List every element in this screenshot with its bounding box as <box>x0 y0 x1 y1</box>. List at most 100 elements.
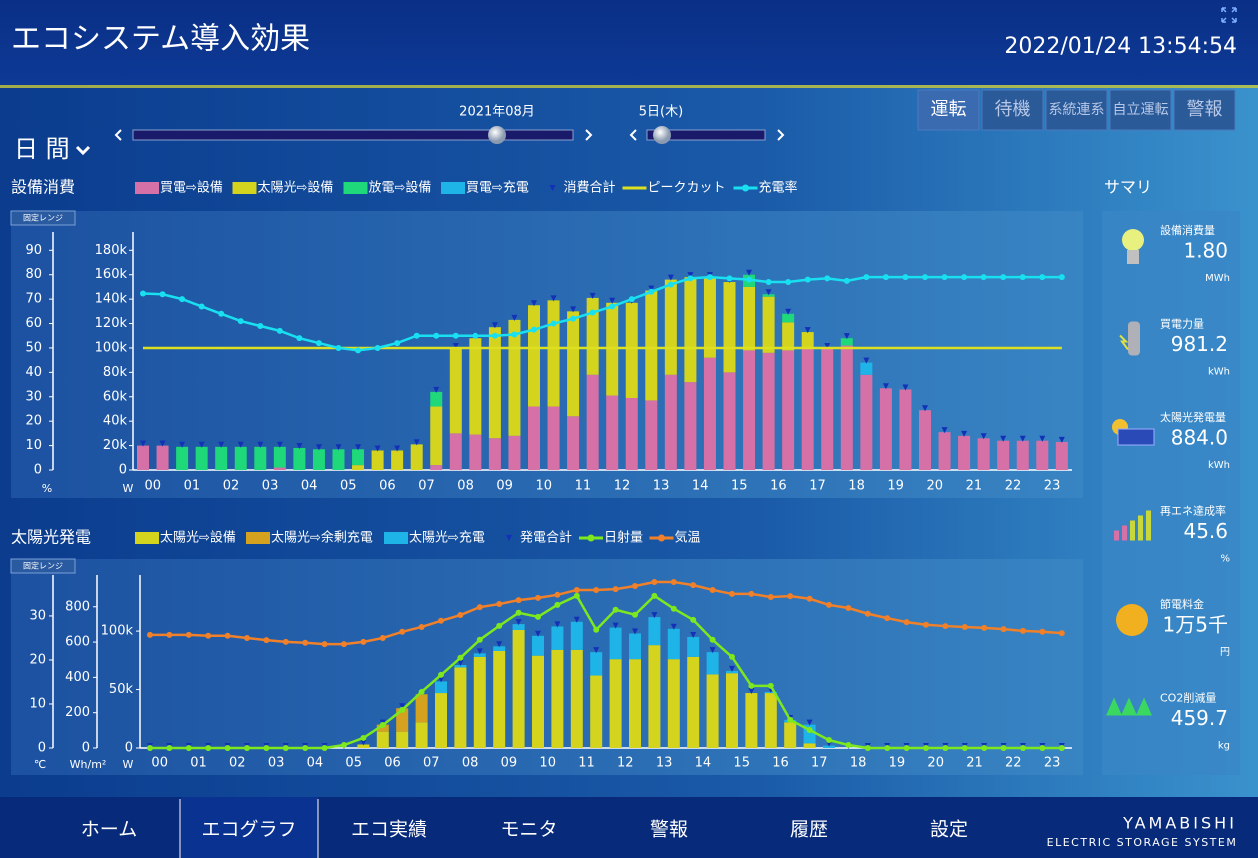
month-slider[interactable] <box>132 129 574 141</box>
mode-button[interactable] <box>917 89 980 131</box>
range-button-label[interactable]: 固定レンジ <box>23 561 63 571</box>
series-point <box>980 274 987 281</box>
mode-button-label[interactable]: 系統連系 <box>1049 102 1105 118</box>
mode-button-label[interactable]: 自立運転 <box>1113 102 1169 118</box>
nav-item[interactable]: 履歴 <box>790 819 828 841</box>
mode-button[interactable] <box>981 89 1044 131</box>
bar-segment <box>512 629 525 748</box>
series-point <box>147 631 153 638</box>
month-next[interactable] <box>585 129 593 141</box>
chart-title: 設備消費 <box>11 178 75 197</box>
summary-value: 981.2 <box>1171 332 1228 356</box>
bar-segment <box>645 400 658 470</box>
mode-button[interactable] <box>1109 89 1172 131</box>
mode-button-label[interactable]: 警報 <box>1187 99 1223 120</box>
legend-dot <box>587 534 595 542</box>
y-tick-label: 0 <box>38 741 46 756</box>
icon-tree <box>1121 697 1137 716</box>
series-point <box>1039 745 1046 751</box>
y-tick-label: 160k <box>95 267 128 282</box>
total-marker <box>218 441 225 448</box>
series-point <box>628 296 635 303</box>
legend-swatch <box>384 532 408 544</box>
bar-segment <box>551 626 564 650</box>
bar-segment <box>803 743 816 748</box>
total-marker <box>648 285 655 292</box>
bar-segment <box>625 397 638 470</box>
day-prev[interactable] <box>629 129 637 141</box>
range-button[interactable] <box>10 558 76 574</box>
bar-segment <box>551 649 564 748</box>
bar-segment <box>645 290 658 401</box>
nav-item[interactable]: 設定 <box>930 819 968 841</box>
total-marker <box>413 439 420 446</box>
series-point <box>159 291 166 298</box>
series-point <box>452 332 459 339</box>
bar-segment <box>293 448 306 470</box>
nav-item[interactable]: 警報 <box>650 819 688 841</box>
series-point <box>941 274 948 281</box>
series-point <box>922 274 928 281</box>
y-tick-label: 90 <box>25 243 42 258</box>
total-marker <box>690 631 697 638</box>
series-point <box>612 606 619 613</box>
month-knob[interactable] <box>488 126 506 144</box>
bar-segment <box>782 350 795 470</box>
series-point <box>1000 745 1007 751</box>
series-point <box>1000 274 1007 281</box>
axis-unit: W <box>123 758 134 771</box>
nav-item[interactable]: エコ実績 <box>351 819 427 841</box>
total-marker <box>961 430 968 437</box>
period-chevron[interactable] <box>75 145 91 156</box>
day-next[interactable] <box>777 129 785 141</box>
summary-label: 設備消費量 <box>1160 223 1215 237</box>
nav-item[interactable]: モニタ <box>500 819 557 841</box>
total-marker <box>335 444 342 451</box>
series-point <box>554 591 561 598</box>
series-point <box>224 745 231 751</box>
series-point <box>1039 274 1046 281</box>
series-point <box>379 634 386 641</box>
x-tick-label: 10 <box>539 756 556 771</box>
range-button[interactable] <box>10 210 76 226</box>
total-marker <box>198 441 205 448</box>
datetime: 2022/01/24 13:54:54 <box>1004 34 1237 59</box>
icon-level <box>1122 525 1127 541</box>
total-marker <box>433 386 440 393</box>
mode-button[interactable] <box>1045 89 1108 131</box>
day-knob[interactable] <box>653 126 671 144</box>
period-select[interactable]: 日 間 <box>14 135 70 163</box>
x-tick-label: 18 <box>848 479 865 494</box>
bar-segment <box>488 327 501 439</box>
month-prev[interactable] <box>114 129 122 141</box>
bar-segment <box>1036 440 1049 470</box>
mode-button[interactable] <box>1173 89 1236 131</box>
bar-segment <box>784 722 797 748</box>
legend-swatch <box>506 535 512 541</box>
nav-item[interactable]: ホーム <box>81 819 137 841</box>
bar-segment <box>977 438 990 470</box>
series-point <box>399 706 406 713</box>
series-point <box>147 745 153 751</box>
bar-segment <box>762 296 775 353</box>
fullscreen-icon[interactable] <box>1221 7 1237 23</box>
total-marker <box>554 621 561 628</box>
series-point <box>632 611 638 618</box>
bar-segment <box>687 636 700 657</box>
mode-button-label[interactable]: 待機 <box>995 99 1031 120</box>
series-point <box>321 641 328 648</box>
series-point <box>140 290 146 297</box>
legend-swatch <box>232 182 257 194</box>
summary-label: 太陽光発電量 <box>1160 410 1226 424</box>
series-point <box>709 586 716 593</box>
series-point <box>302 639 309 646</box>
series-point <box>185 745 192 751</box>
mode-button-label[interactable]: 運転 <box>931 99 967 120</box>
nav-item[interactable]: エコグラフ <box>201 819 296 841</box>
day-slider[interactable] <box>646 129 766 141</box>
range-button-label[interactable]: 固定レンジ <box>23 213 63 223</box>
series-point <box>573 586 580 593</box>
series-point <box>785 279 792 286</box>
series-point <box>374 344 381 351</box>
summary-value: 459.7 <box>1171 706 1228 730</box>
